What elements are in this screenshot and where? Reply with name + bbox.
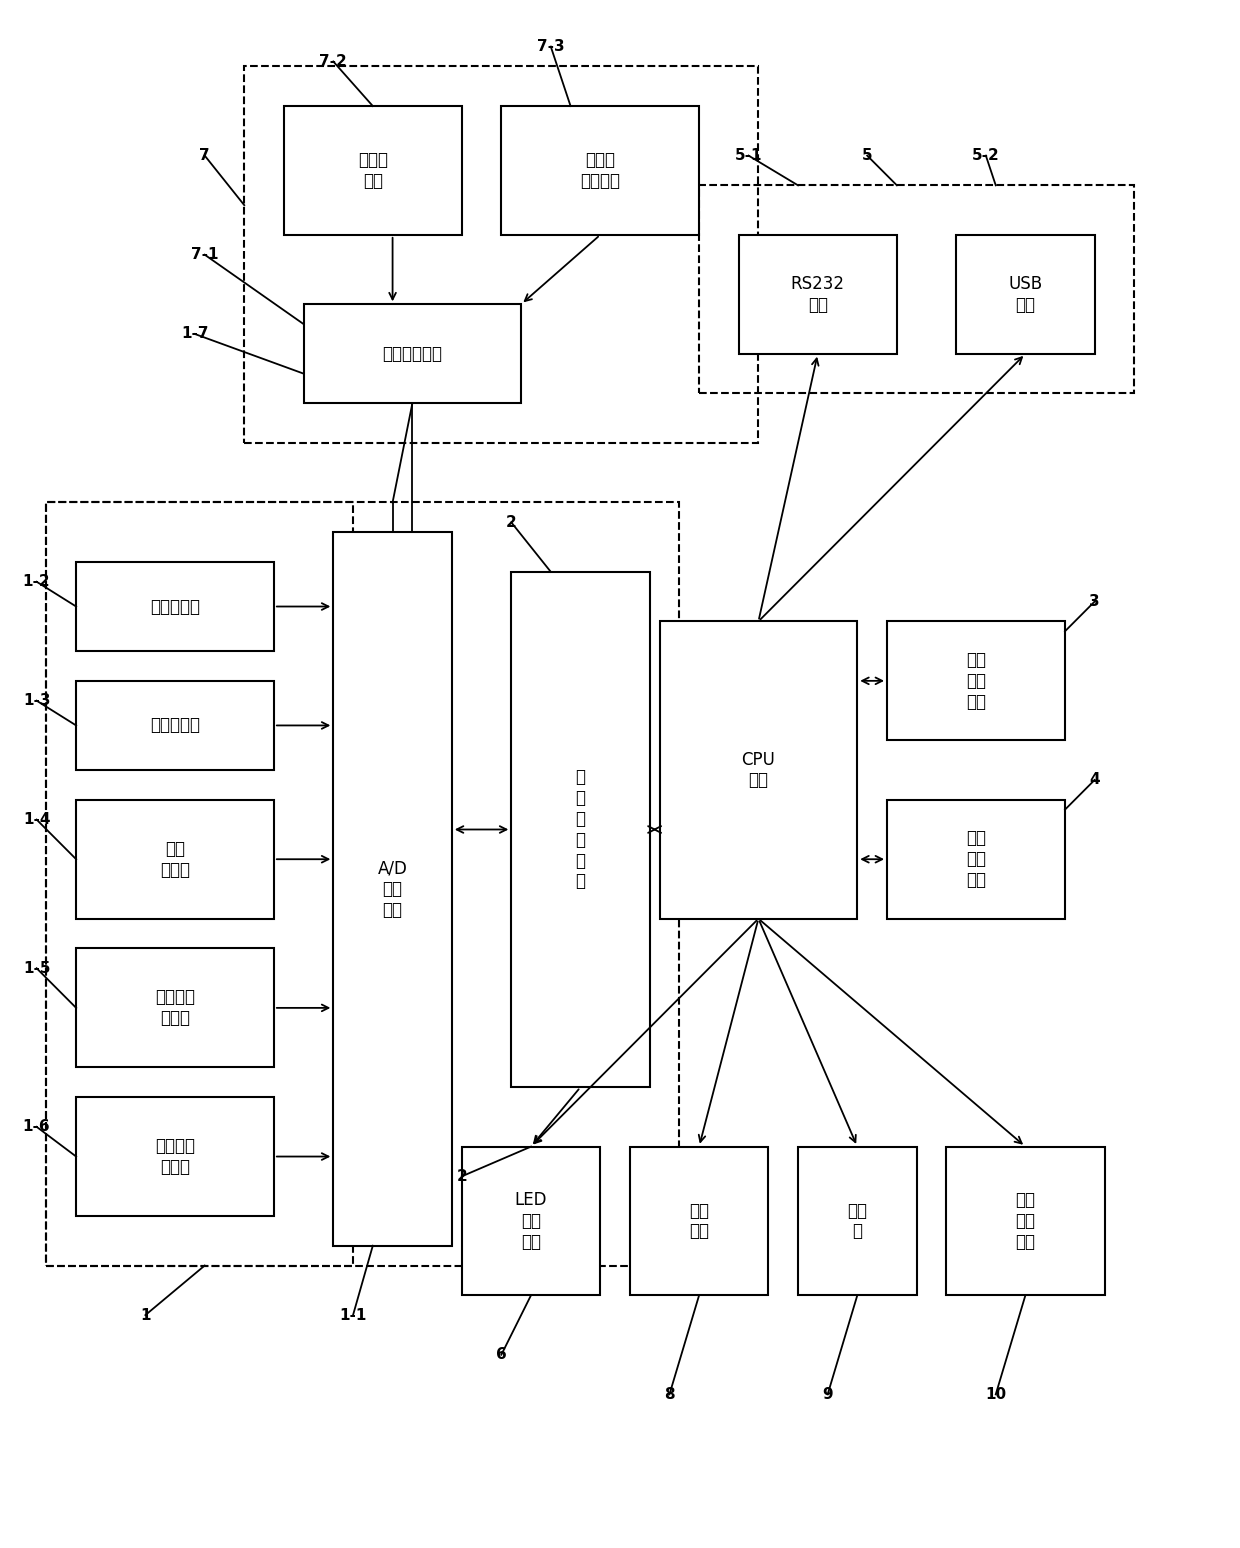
- Text: 数
据
采
集
模
块: 数 据 采 集 模 块: [575, 768, 585, 890]
- Bar: [76, 1098, 274, 1217]
- Text: 10: 10: [986, 1387, 1007, 1402]
- Bar: [76, 949, 274, 1067]
- Text: 1-2: 1-2: [22, 574, 51, 590]
- Bar: [887, 800, 1065, 918]
- Bar: [244, 67, 759, 443]
- Bar: [660, 621, 857, 918]
- Text: 太阳能
充电电池: 太阳能 充电电池: [580, 152, 620, 190]
- Text: 数据
存储
单元: 数据 存储 单元: [966, 652, 986, 711]
- Text: 气敏传感器: 气敏传感器: [150, 598, 200, 616]
- Bar: [511, 571, 650, 1087]
- Text: 4: 4: [1089, 772, 1100, 788]
- Text: 可充电
电池: 可充电 电池: [358, 152, 388, 190]
- Bar: [461, 1147, 600, 1296]
- Text: 1-3: 1-3: [22, 694, 51, 707]
- Text: 温度
传感器: 温度 传感器: [160, 841, 190, 879]
- Text: 1-1: 1-1: [340, 1308, 367, 1322]
- Text: 1-6: 1-6: [22, 1119, 51, 1135]
- Text: 9: 9: [822, 1387, 833, 1402]
- Text: 8: 8: [665, 1387, 675, 1402]
- Text: 5-2: 5-2: [972, 149, 999, 163]
- Text: 光照强度
传感器: 光照强度 传感器: [155, 989, 195, 1028]
- Bar: [887, 621, 1065, 740]
- Text: 2: 2: [456, 1169, 467, 1184]
- Text: 处理
器: 处理 器: [847, 1201, 867, 1240]
- Text: 1-7: 1-7: [181, 327, 208, 342]
- Bar: [946, 1147, 1105, 1296]
- Text: 数据
下载
单元: 数据 下载 单元: [966, 830, 986, 889]
- Bar: [799, 1147, 916, 1296]
- Text: 温度传感器: 温度传感器: [150, 717, 200, 734]
- Text: 5-1: 5-1: [735, 149, 763, 163]
- Text: 7-2: 7-2: [320, 54, 347, 70]
- Text: LED
显示
单元: LED 显示 单元: [515, 1190, 547, 1251]
- Text: 电源管理模块: 电源管理模块: [382, 345, 443, 362]
- Text: 3: 3: [1089, 594, 1100, 608]
- Text: 7-1: 7-1: [191, 248, 218, 262]
- Bar: [76, 800, 274, 918]
- Bar: [501, 107, 699, 235]
- Bar: [304, 305, 521, 404]
- Text: 5: 5: [862, 149, 873, 163]
- Text: 大气压力
传感器: 大气压力 传感器: [155, 1138, 195, 1176]
- Text: 1-4: 1-4: [22, 813, 51, 827]
- Text: 1-5: 1-5: [22, 961, 51, 975]
- Text: 7: 7: [200, 149, 210, 163]
- Text: 2: 2: [506, 515, 517, 529]
- Bar: [630, 1147, 769, 1296]
- Text: 6: 6: [496, 1347, 507, 1362]
- Text: 告警
提示
单元: 告警 提示 单元: [1016, 1190, 1035, 1251]
- Bar: [956, 235, 1095, 354]
- Text: RS232
接口: RS232 接口: [791, 276, 844, 314]
- Bar: [334, 533, 451, 1246]
- Text: 7-3: 7-3: [537, 39, 564, 54]
- Bar: [76, 681, 274, 769]
- Bar: [284, 107, 461, 235]
- Text: 1: 1: [140, 1308, 150, 1322]
- Bar: [46, 503, 353, 1266]
- Text: USB
接口: USB 接口: [1008, 276, 1043, 314]
- Bar: [46, 503, 680, 1266]
- Text: CPU
模块: CPU 模块: [742, 751, 775, 789]
- Text: A/D
转换
电路: A/D 转换 电路: [378, 859, 408, 920]
- Text: 计时
模块: 计时 模块: [689, 1201, 709, 1240]
- Bar: [739, 235, 897, 354]
- Bar: [699, 186, 1135, 393]
- Bar: [76, 562, 274, 652]
